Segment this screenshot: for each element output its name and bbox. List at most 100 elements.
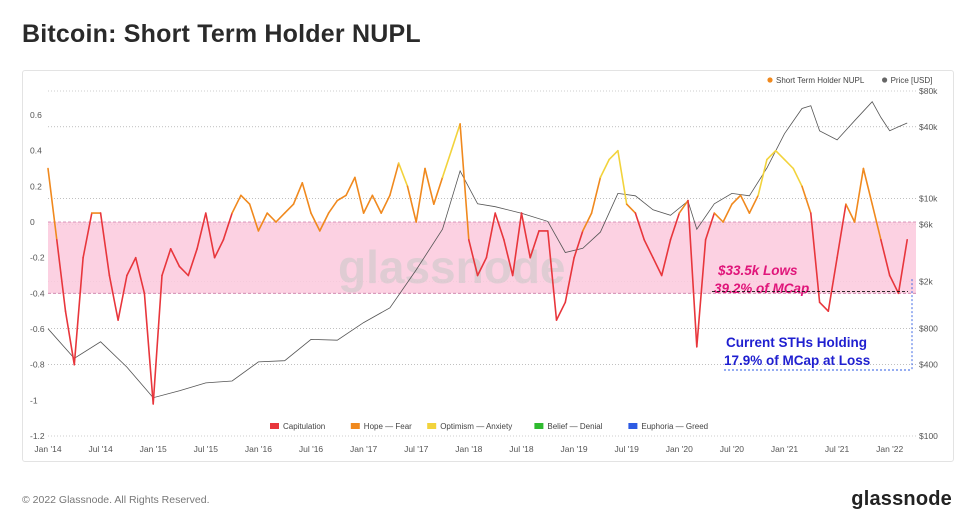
- nupl-segment: [459, 123, 470, 241]
- nupl-segment: [248, 203, 260, 232]
- nupl-segment: [599, 158, 610, 179]
- nupl-segment: [318, 212, 330, 232]
- y-left-tick-label: -0.2: [30, 253, 45, 263]
- nupl-segment: [757, 158, 768, 197]
- x-tick-label: Jan '14: [34, 444, 61, 454]
- y-left-tick-label: 0.6: [30, 110, 42, 120]
- nupl-segment: [555, 301, 567, 321]
- watermark: glassnode: [338, 241, 566, 293]
- nupl-segment: [432, 176, 444, 205]
- nupl-segment: [695, 239, 707, 348]
- copyright: © 2022 Glassnode. All Rights Reserved.: [22, 494, 210, 506]
- y-right-tick-label: $400: [919, 359, 938, 369]
- nupl-segment: [257, 212, 269, 232]
- nupl-line: [47, 123, 909, 405]
- nupl-segment: [897, 239, 909, 295]
- nupl-segment: [327, 199, 339, 214]
- y-axis-left: 0.6 0.4 0.2 0 -0.2 -0.4 -0.6 -0.8 -1 -1.2: [30, 110, 45, 441]
- nupl-segment: [406, 185, 418, 223]
- nupl-segment: [792, 167, 803, 188]
- x-tick-label: Jul '18: [509, 444, 534, 454]
- x-tick-label: Jan '17: [350, 444, 377, 454]
- legend-label: Hope — Fear: [364, 422, 412, 431]
- nupl-segment: [511, 212, 523, 277]
- nupl-segment: [205, 212, 216, 259]
- y-left-tick-label: -1: [30, 395, 38, 405]
- nupl-segment: [389, 162, 400, 197]
- nupl-segment: [152, 274, 163, 405]
- nupl-segment: [801, 185, 812, 214]
- nupl-segment: [266, 212, 277, 223]
- nupl-segment: [503, 239, 514, 277]
- x-tick-label: Jan '16: [245, 444, 272, 454]
- y-right-tick-label: $80k: [919, 86, 938, 96]
- nupl-segment: [520, 212, 532, 259]
- nupl-segment: [546, 230, 558, 321]
- nupl-segment: [660, 239, 672, 277]
- nupl-segment: [126, 256, 137, 277]
- nupl-segment: [617, 149, 628, 205]
- nupl-segment: [187, 248, 198, 277]
- nupl-segment: [55, 239, 67, 313]
- legend-dot: [767, 77, 773, 83]
- nupl-segment: [99, 212, 111, 277]
- top-legend: Short Term Holder NUPL Price [USD]: [767, 76, 932, 85]
- legend-label: Short Term Holder NUPL: [776, 76, 865, 85]
- legend-label: Capitulation: [283, 422, 325, 431]
- nupl-segment: [196, 212, 207, 250]
- nupl-segment: [581, 212, 593, 232]
- legend-label: Euphoria — Greed: [641, 422, 708, 431]
- legend-label: Belief — Denial: [547, 422, 602, 431]
- x-tick-label: Jul '16: [299, 444, 324, 454]
- nupl-segment: [494, 212, 505, 241]
- annotations: $33.5k Lows 39.2% of MCap Current STHs H…: [712, 263, 913, 371]
- y-left-tick-label: -1.2: [30, 431, 45, 441]
- nupl-segment: [275, 212, 286, 223]
- nupl-segment: [748, 194, 760, 214]
- y-right-tick-label: $100: [919, 431, 938, 441]
- nupl-segment: [634, 212, 646, 241]
- nupl-segment: [590, 176, 602, 214]
- x-tick-label: Jan '21: [771, 444, 798, 454]
- nupl-segment: [529, 230, 540, 259]
- legend-swatch: [350, 423, 360, 429]
- nupl-segment: [108, 274, 119, 321]
- nupl-segment: [643, 239, 654, 259]
- nupl-segment: [766, 149, 777, 161]
- glassnode-logo: glassnode: [851, 488, 952, 510]
- y-right-tick-label: $2k: [919, 276, 933, 286]
- x-tick-label: Jul '21: [825, 444, 850, 454]
- holding-annotation-line2: 17.9% of MCap at Loss: [724, 353, 870, 368]
- legend-swatch: [427, 423, 437, 429]
- nupl-segment: [853, 167, 865, 223]
- legend-dot: [882, 77, 888, 83]
- nupl-segment: [301, 182, 312, 214]
- nupl-segment: [678, 199, 689, 214]
- nupl-segment: [652, 256, 663, 277]
- nupl-segment: [485, 212, 497, 259]
- nupl-segment: [362, 194, 374, 214]
- x-tick-label: Jan '18: [455, 444, 482, 454]
- x-tick-label: Jan '19: [560, 444, 587, 454]
- nupl-segment: [573, 230, 584, 259]
- nupl-segment: [240, 194, 251, 205]
- y-right-tick-label: $40k: [919, 122, 938, 132]
- y-left-tick-label: -0.8: [30, 360, 45, 370]
- lows-annotation-line2: 39.2% of MCap: [714, 281, 809, 296]
- nupl-segment: [774, 149, 786, 161]
- nupl-segment: [371, 194, 383, 214]
- x-tick-label: Jul '19: [615, 444, 640, 454]
- nupl-segment: [818, 301, 830, 313]
- y-left-tick-label: 0: [30, 217, 35, 227]
- nupl-segment: [354, 176, 365, 214]
- nupl-segment: [836, 203, 847, 259]
- legend-swatch: [270, 423, 279, 429]
- nupl-segment: [415, 167, 426, 223]
- x-tick-label: Jan '20: [666, 444, 693, 454]
- x-tick-label: Jul '17: [404, 444, 429, 454]
- legend-swatch: [534, 423, 544, 429]
- y-left-tick-label: -0.4: [30, 288, 45, 298]
- nupl-segment: [467, 239, 479, 277]
- nupl-segment: [731, 194, 742, 205]
- nupl-segment: [845, 203, 856, 223]
